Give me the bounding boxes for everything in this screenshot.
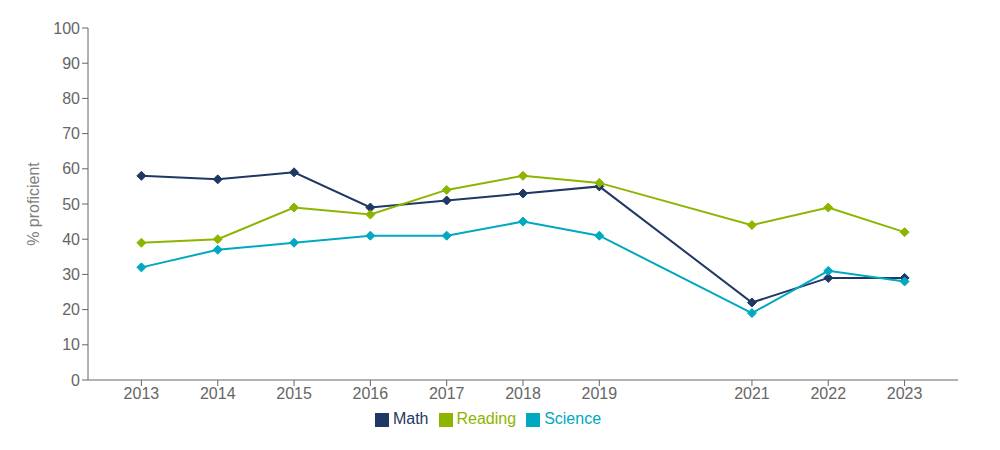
svg-text:2015: 2015 bbox=[276, 385, 312, 402]
svg-text:50: 50 bbox=[62, 196, 80, 213]
svg-text:20: 20 bbox=[62, 301, 80, 318]
svg-text:40: 40 bbox=[62, 231, 80, 248]
html-text:Reading: Reading bbox=[456, 410, 517, 427]
svg-text:60: 60 bbox=[62, 160, 80, 177]
svg-text:2021: 2021 bbox=[734, 385, 770, 402]
svg-text:100: 100 bbox=[53, 20, 80, 37]
svg-text:80: 80 bbox=[62, 90, 80, 107]
svg-text:2014: 2014 bbox=[200, 385, 236, 402]
svg-text:2017: 2017 bbox=[429, 385, 465, 402]
svg-text:2018: 2018 bbox=[505, 385, 541, 402]
svg-text:2023: 2023 bbox=[887, 385, 923, 402]
html-text:Science: Science bbox=[544, 410, 601, 427]
svg-text:30: 30 bbox=[62, 266, 80, 283]
svg-text:2022: 2022 bbox=[810, 385, 846, 402]
svg-text:70: 70 bbox=[62, 125, 80, 142]
svg-text:10: 10 bbox=[62, 336, 80, 353]
svg-text:2013: 2013 bbox=[124, 385, 160, 402]
svg-text:2019: 2019 bbox=[582, 385, 618, 402]
svg-text:90: 90 bbox=[62, 55, 80, 72]
html-text:Math: Math bbox=[392, 410, 429, 427]
svg-text:2016: 2016 bbox=[353, 385, 389, 402]
svg-text:% proficient: % proficient bbox=[25, 162, 42, 246]
svg-text:0: 0 bbox=[71, 372, 80, 389]
